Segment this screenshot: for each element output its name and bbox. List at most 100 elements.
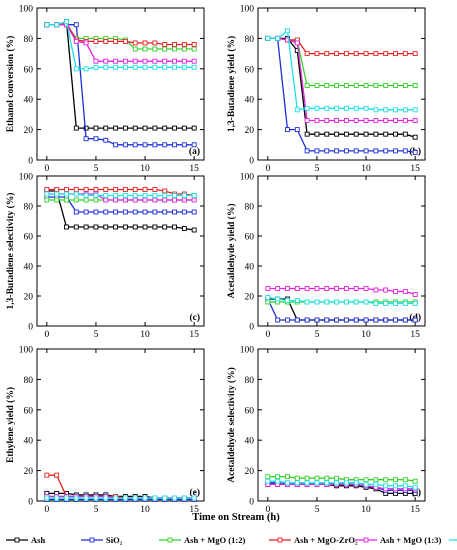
data-point [343, 148, 349, 154]
series-line [267, 37, 416, 154]
data-point [83, 187, 89, 192]
data-point [181, 46, 187, 52]
data-point [152, 142, 158, 148]
data-point [383, 131, 389, 137]
series-ash-mgo-1-1- [44, 19, 197, 72]
plot-frame [257, 175, 426, 327]
data-point [162, 64, 168, 70]
data-point [122, 224, 128, 230]
x-tick-label: 5 [315, 505, 320, 515]
data-point [132, 142, 138, 148]
data-point [181, 125, 187, 131]
data-point [103, 137, 109, 143]
data-point [162, 193, 168, 198]
data-point [373, 148, 379, 154]
data-point [275, 474, 281, 480]
data-point [93, 187, 99, 192]
y-axis-title: Acetaldehyde yield (%) [226, 204, 237, 299]
data-point [54, 495, 60, 501]
data-point [304, 148, 310, 154]
data-point [73, 495, 79, 501]
data-point [172, 64, 177, 70]
series-line [267, 37, 416, 87]
data-point [314, 131, 320, 137]
series-line [46, 24, 195, 146]
data-point [93, 64, 99, 70]
data-point [122, 193, 128, 198]
data-point [44, 495, 50, 501]
data-point [64, 191, 69, 197]
y-axis-title: Ethylene yield (%) [5, 387, 16, 463]
data-point [334, 480, 340, 486]
data-point [132, 125, 138, 131]
data-point [73, 191, 79, 197]
data-point [113, 193, 119, 198]
data-point [412, 484, 418, 490]
data-point [343, 105, 349, 111]
plot-frame [36, 7, 205, 161]
x-tick-label: 15 [410, 505, 420, 515]
y-tick-label: 100 [240, 346, 255, 356]
data-point [353, 148, 359, 154]
data-point [353, 299, 359, 305]
data-point [294, 127, 300, 133]
x-tick-label: 15 [189, 330, 199, 340]
data-point [73, 224, 79, 230]
y-tick-label: 40 [245, 437, 255, 447]
data-point [412, 107, 418, 113]
data-point [304, 51, 310, 57]
data-point [152, 197, 158, 203]
series-sio- [44, 194, 197, 215]
panel-label: (a) [189, 146, 200, 157]
y-axis-title: Ethanol conversion (%) [5, 36, 16, 133]
x-tick-label: 5 [315, 330, 320, 340]
data-point [142, 46, 148, 52]
data-point [181, 142, 187, 148]
x-tick-label: 10 [140, 164, 150, 174]
data-point [142, 58, 148, 64]
data-point [113, 224, 119, 230]
data-point [363, 131, 369, 137]
data-point [113, 125, 119, 131]
data-point [64, 187, 69, 192]
data-point [343, 480, 349, 486]
legend-item: Ash + MgO (1:3) [355, 535, 441, 545]
data-point [294, 317, 300, 323]
data-point [54, 191, 60, 197]
data-point [191, 58, 197, 64]
series-line [46, 20, 195, 70]
series-line [46, 193, 195, 197]
data-point [314, 317, 320, 323]
data-point [324, 148, 330, 154]
data-point [64, 224, 69, 230]
y-tick-label: 60 [245, 233, 255, 243]
panel-f: 0 20 40 60 80 100 0 5 10 15 Acetaldehyde selectivi… [226, 346, 426, 515]
data-point [142, 125, 148, 131]
data-point [393, 483, 398, 489]
data-point [152, 495, 158, 501]
data-point [191, 197, 197, 203]
data-point [285, 480, 290, 486]
y-axis-title: 1,3-Butadiene yield (%) [226, 36, 237, 132]
legend-item: Ash + MgO (1:2) [159, 535, 245, 545]
data-point [363, 299, 369, 305]
series-ash-mgo-1-1- [265, 478, 418, 490]
data-point [103, 197, 109, 203]
data-point [152, 224, 158, 230]
data-point [393, 107, 398, 113]
legend-item: Ash [6, 535, 45, 545]
data-point [132, 58, 138, 64]
data-point [122, 495, 128, 501]
panel-d: 0 20 40 60 80 100 0 5 10 15 Acetaldehyde yield (%)… [226, 173, 426, 340]
x-tick-label: 5 [94, 164, 99, 174]
data-point [172, 495, 177, 501]
legend-label: Ash + MgO (1:3) [380, 535, 441, 545]
y-tick-label: 0 [28, 498, 33, 508]
data-point [402, 51, 408, 57]
data-point [132, 224, 138, 230]
data-point [54, 187, 60, 192]
data-point [334, 118, 340, 123]
data-point [383, 483, 389, 489]
data-point [113, 209, 119, 215]
y-tick-label: 20 [245, 467, 255, 477]
